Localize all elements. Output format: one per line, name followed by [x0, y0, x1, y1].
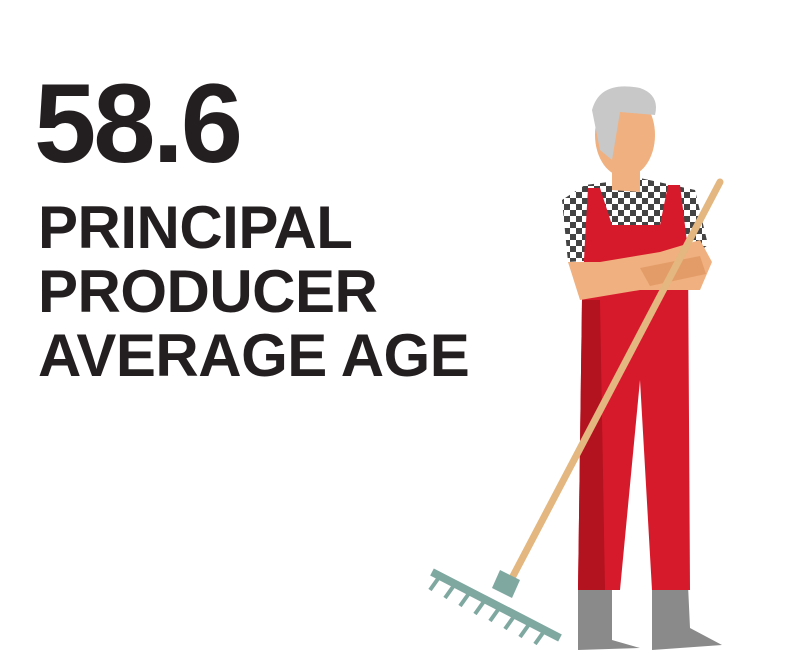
stat-value: 58.6	[34, 68, 240, 180]
stat-label: AVERAGE AGE	[38, 326, 469, 386]
infographic: 58.6 PRINCIPAL PRODUCER AVERAGE AGE	[0, 0, 809, 657]
stat-label: PRODUCER	[38, 262, 377, 322]
stat-label: PRINCIPAL	[38, 198, 352, 258]
